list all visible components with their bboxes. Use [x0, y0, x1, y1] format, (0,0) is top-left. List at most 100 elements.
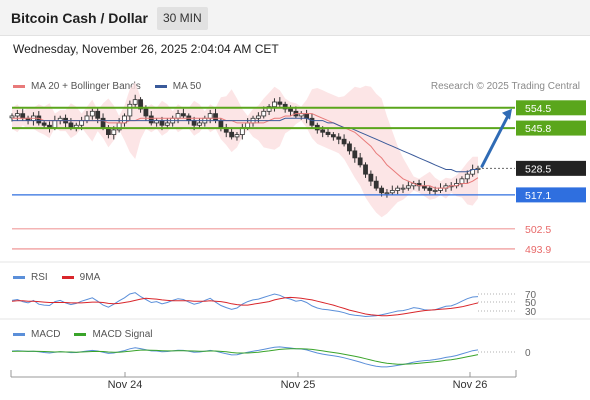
macd-signal-line [11, 348, 479, 365]
candle-down [277, 101, 283, 105]
support-level-box [516, 187, 586, 203]
forecast-arrow-head [502, 108, 512, 120]
x-tick-label: Nov 24 [108, 379, 143, 391]
price-legend: MA 20 + Bollinger Bands MA 50 [13, 81, 215, 92]
ma20-legend-label: MA 20 + Bollinger Bands [31, 81, 141, 92]
ma50-legend-label: MA 50 [172, 81, 202, 92]
candle-up [266, 106, 272, 112]
timeframe-badge[interactable]: 30 MIN [157, 7, 208, 30]
candle-up [245, 122, 251, 128]
candle-up [384, 192, 390, 195]
macd-signal-legend-label: MACD Signal [92, 329, 153, 340]
candle-up [111, 129, 117, 135]
candle-down [347, 143, 352, 152]
rsi-ma-line [11, 296, 479, 317]
x-tick-label: Nov 26 [453, 379, 488, 391]
candle-up [79, 120, 85, 126]
rsi-level-label: 70 [525, 290, 537, 301]
candle-up [389, 190, 395, 194]
candle-down [143, 108, 149, 117]
candle-up [127, 103, 133, 117]
candle-down [325, 131, 331, 135]
candle-up [234, 134, 240, 138]
candle-down [41, 122, 47, 126]
candle-up [395, 187, 401, 191]
candle-up [464, 173, 470, 180]
candle-down [357, 157, 363, 166]
macd-legend-label: MACD [31, 329, 61, 340]
candle-down [379, 187, 384, 194]
candle-down [309, 117, 315, 126]
macd-legend: MACD MACD Signal [13, 329, 166, 340]
candle-down [336, 136, 342, 140]
bollinger-band [12, 82, 478, 218]
rsi-level-label: 30 [525, 307, 537, 318]
candle-down [341, 138, 347, 145]
macd-signal-swatch [74, 333, 87, 336]
candle-up [52, 120, 58, 129]
rsi-ma-legend-label: 9MA [79, 272, 101, 283]
candle-up [255, 115, 261, 119]
candle-down [330, 134, 336, 138]
ma50-swatch [154, 85, 167, 88]
timestamp: Wednesday, November 26, 2025 2:04:04 AM … [13, 42, 279, 56]
candle-up [89, 110, 95, 117]
instrument-title: Bitcoin Cash / Dollar [11, 10, 148, 26]
last-level-box [516, 160, 586, 176]
candle-down [213, 113, 218, 122]
ma20-swatch [13, 85, 25, 88]
resistance-level-box [516, 120, 586, 136]
target-level-label: 502.5 [525, 224, 551, 236]
candle-down [159, 120, 165, 126]
candle-down [368, 173, 374, 182]
candle-up [9, 115, 15, 119]
research-credit: Research © 2025 Trading Central [430, 81, 580, 92]
candle-down [148, 115, 154, 124]
resistance-level-label: 545.8 [525, 123, 551, 135]
candle-up [432, 190, 438, 192]
candle-up [14, 113, 20, 117]
candle-up [400, 187, 406, 190]
resistance-level-label: 554.5 [525, 103, 551, 115]
candle-down [304, 113, 309, 119]
candle-up [84, 115, 90, 122]
candle-up [175, 113, 181, 119]
candle-down [229, 131, 235, 138]
candle-up [197, 122, 202, 126]
rsi-ma-swatch [61, 276, 74, 279]
candle-down [191, 120, 197, 126]
candle-down [68, 122, 74, 128]
candle-down [320, 129, 326, 133]
rsi-legend: RSI 9MA [13, 272, 114, 283]
candle-up [405, 185, 411, 189]
candle-down [100, 117, 106, 128]
candle-up [132, 99, 138, 105]
candle-up [459, 178, 465, 184]
candle-down [282, 103, 288, 110]
target-level-label: 493.9 [525, 244, 551, 256]
rsi-line [11, 292, 479, 318]
candle-up [261, 110, 267, 117]
candle-up [164, 122, 170, 126]
header-bar: Bitcoin Cash / Dollar 30 MIN [0, 0, 590, 36]
support-level-label: 517.1 [525, 190, 551, 202]
candle-down [36, 115, 42, 124]
candle-down [373, 180, 379, 189]
candle-down [218, 120, 224, 129]
candle-up [272, 101, 277, 108]
candle-down [20, 113, 26, 119]
candle-down [363, 164, 368, 175]
rsi-swatch [13, 276, 25, 279]
macd-zero-label: 0 [525, 348, 531, 359]
candle-down [427, 187, 433, 191]
candle-down [352, 150, 358, 159]
last-level-label: 528.5 [525, 163, 551, 175]
candle-down [181, 113, 186, 117]
forecast-arrow [480, 112, 511, 168]
ma50-line [12, 117, 478, 173]
candle-down [95, 110, 101, 119]
candle-down [138, 99, 143, 110]
macd-swatch [13, 333, 25, 336]
candle-down [288, 108, 293, 112]
